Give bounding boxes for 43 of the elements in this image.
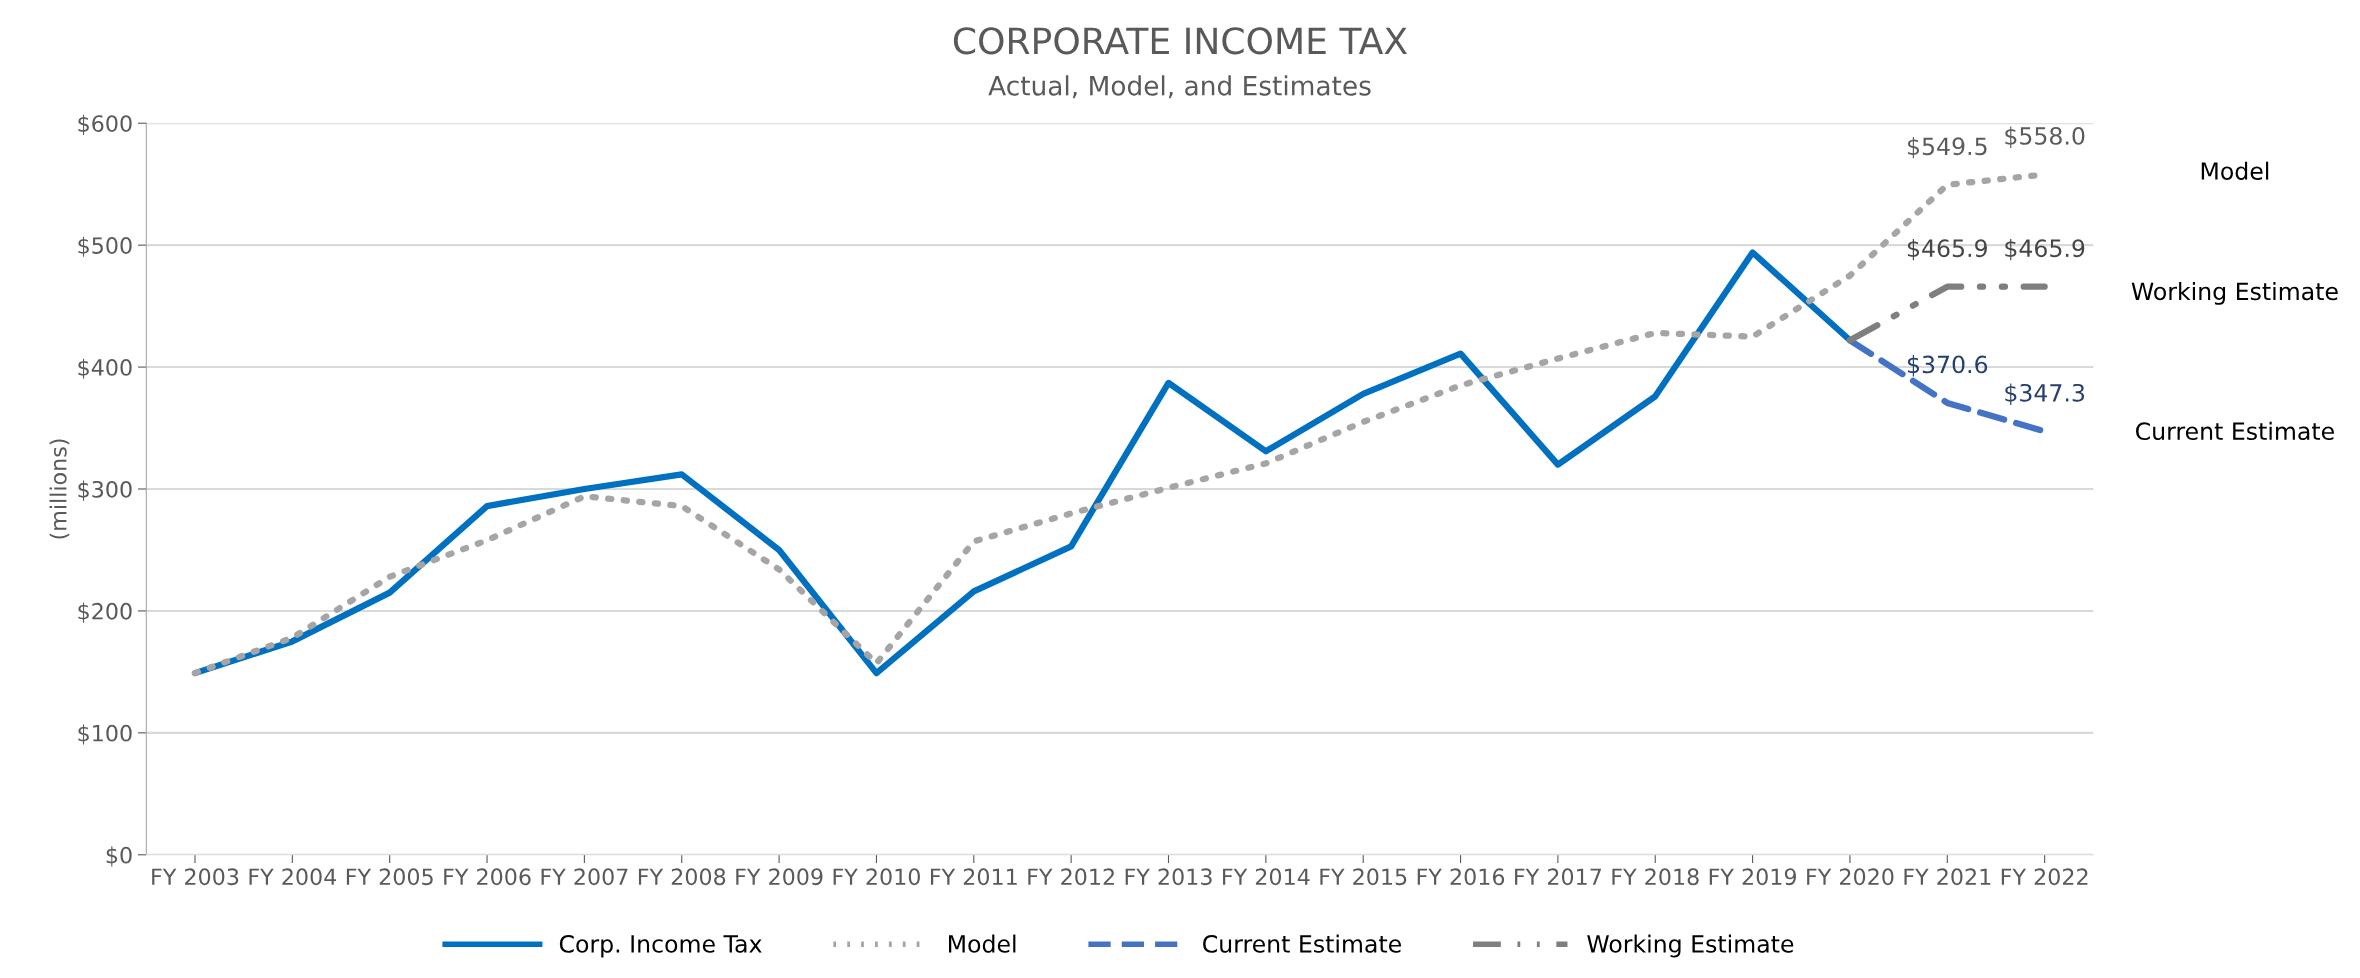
x-tick-label: FY 2022 bbox=[2001, 868, 2088, 886]
x-tick-label: FY 2020 bbox=[1807, 868, 1894, 886]
x-tick-label: FY 2012 bbox=[1028, 868, 1114, 886]
data-label: $549.5 bbox=[1907, 136, 1987, 159]
x-tick-label: FY 2015 bbox=[1320, 868, 1407, 886]
x-tick-label: FY 2018 bbox=[1612, 868, 1699, 886]
x-tick-label: FY 2014 bbox=[1223, 868, 1310, 886]
x-tick-label: FY 2009 bbox=[736, 868, 823, 886]
x-tick-label: FY 2019 bbox=[1709, 868, 1797, 886]
data-label: $558.0 bbox=[2005, 126, 2085, 148]
x-tick-label: FY 2016 bbox=[1417, 868, 1505, 886]
chart-subtitle: Actual, Model, and Estimates bbox=[988, 75, 1371, 99]
y-axis-title: (millions) bbox=[49, 439, 70, 539]
y-tick-label: $600 bbox=[78, 114, 132, 135]
text: Working Estimate bbox=[2131, 281, 2338, 305]
y-tick-label: $300 bbox=[78, 480, 132, 501]
legend-label: Corp. Income Tax bbox=[559, 934, 762, 958]
x-tick-label: FY 2021 bbox=[1904, 868, 1991, 886]
x-tick-label: FY 2005 bbox=[346, 868, 433, 886]
x-tick-label: FY 2013 bbox=[1125, 868, 1212, 886]
text: Current Estimate bbox=[2136, 421, 2334, 441]
legend-label: Model bbox=[949, 934, 1016, 953]
x-tick-label: FY 2006 bbox=[444, 868, 531, 886]
x-tick-label: FY 2004 bbox=[249, 868, 337, 886]
x-tick-label: FY 2007 bbox=[541, 868, 628, 886]
y-tick-label: $200 bbox=[78, 602, 132, 623]
text: Model bbox=[2201, 161, 2269, 180]
y-tick-label: $0 bbox=[106, 846, 132, 867]
legend-label: Working Estimate bbox=[1587, 934, 1794, 958]
data-label: $465.9 bbox=[2005, 238, 2085, 261]
x-tick-label: FY 2008 bbox=[638, 868, 726, 886]
y-tick-label: $400 bbox=[78, 358, 132, 379]
legend-label: Current Estimate bbox=[1203, 934, 1401, 953]
x-tick-label: FY 2017 bbox=[1515, 868, 1601, 886]
chart-title: CORPORATE INCOME TAX bbox=[953, 27, 1408, 55]
x-tick-label: FY 2003 bbox=[152, 868, 239, 886]
x-tick-label: FY 2010 bbox=[833, 868, 920, 886]
data-label: $370.6 bbox=[1907, 355, 1988, 377]
x-tick-label: FY 2011 bbox=[930, 868, 1017, 886]
data-label: $465.9 bbox=[1907, 238, 1987, 261]
y-tick-label: $100 bbox=[78, 724, 132, 745]
data-label: $347.3 bbox=[2005, 383, 2085, 405]
y-tick-label: $500 bbox=[78, 236, 132, 257]
